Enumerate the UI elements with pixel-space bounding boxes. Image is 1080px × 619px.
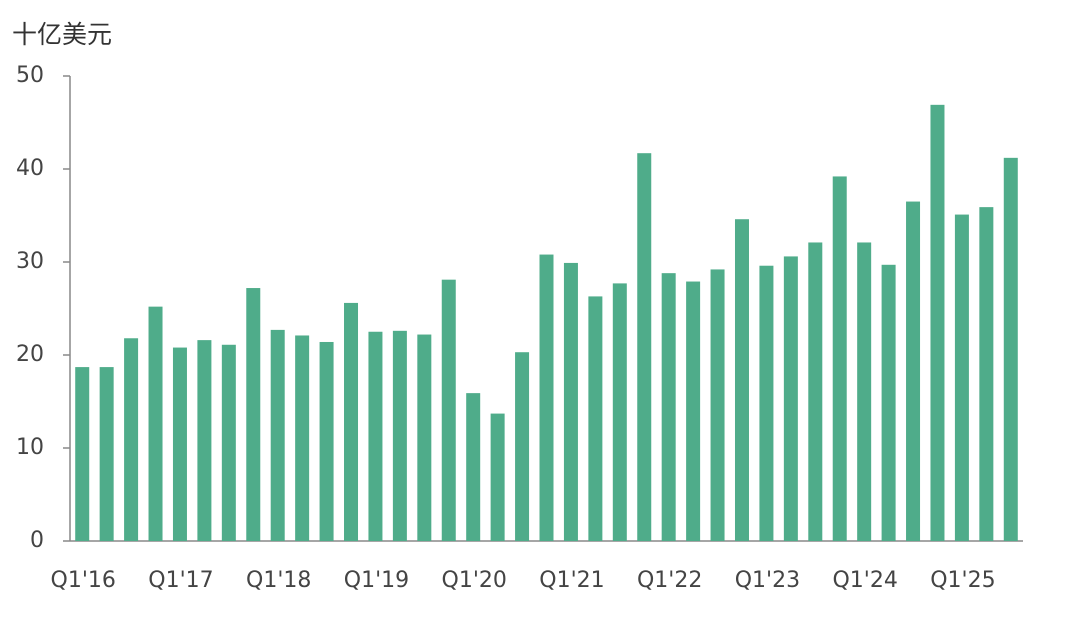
bar (783, 256, 798, 541)
bar (197, 340, 212, 541)
bar (734, 219, 749, 541)
y-tick-label: 10 (16, 435, 44, 460)
bar (881, 264, 896, 541)
y-tick-label: 40 (16, 156, 44, 181)
x-tick-label: Q1'24 (832, 568, 897, 593)
y-tick-label: 50 (16, 63, 44, 88)
bar (99, 367, 114, 541)
bar (588, 296, 603, 541)
x-tick-label: Q1'19 (344, 568, 409, 593)
bar (124, 338, 139, 541)
bar (246, 288, 261, 541)
bar (221, 344, 236, 541)
bar (490, 413, 505, 541)
bar (637, 153, 652, 541)
x-tick-label: Q1'23 (735, 568, 800, 593)
bar (319, 341, 334, 541)
bar (344, 302, 359, 541)
bar (466, 393, 481, 541)
bar (392, 330, 407, 541)
y-tick-label: 20 (16, 342, 44, 367)
x-tick-label: Q1'18 (246, 568, 311, 593)
bar (1003, 157, 1018, 541)
x-tick-label: Q1'21 (539, 568, 604, 593)
bar (954, 214, 969, 541)
x-tick-label: Q1'22 (637, 568, 702, 593)
bar (539, 254, 554, 541)
bar (930, 104, 945, 541)
bar (417, 334, 432, 541)
bar (75, 367, 90, 541)
bar (979, 207, 994, 541)
x-tick-label: Q1'16 (51, 568, 116, 593)
bar (759, 265, 774, 541)
bar (710, 269, 725, 541)
bar (441, 279, 456, 541)
bar (148, 306, 163, 541)
bar (906, 201, 921, 542)
bar (515, 352, 530, 541)
bar (368, 331, 383, 541)
bar (270, 329, 285, 541)
bar (563, 262, 578, 541)
bar (808, 242, 823, 541)
bar (857, 242, 872, 541)
bar (686, 281, 701, 541)
bar (661, 273, 676, 541)
bar (295, 335, 310, 541)
chart-title: 十亿美元 (12, 20, 112, 49)
bar (832, 176, 847, 541)
y-tick-label: 30 (16, 249, 44, 274)
x-tick-label: Q1'25 (930, 568, 995, 593)
bar (172, 347, 187, 541)
bar (612, 283, 627, 541)
x-tick-label: Q1'20 (442, 568, 507, 593)
x-tick-label: Q1'17 (148, 568, 213, 593)
y-tick-label: 0 (30, 528, 44, 553)
